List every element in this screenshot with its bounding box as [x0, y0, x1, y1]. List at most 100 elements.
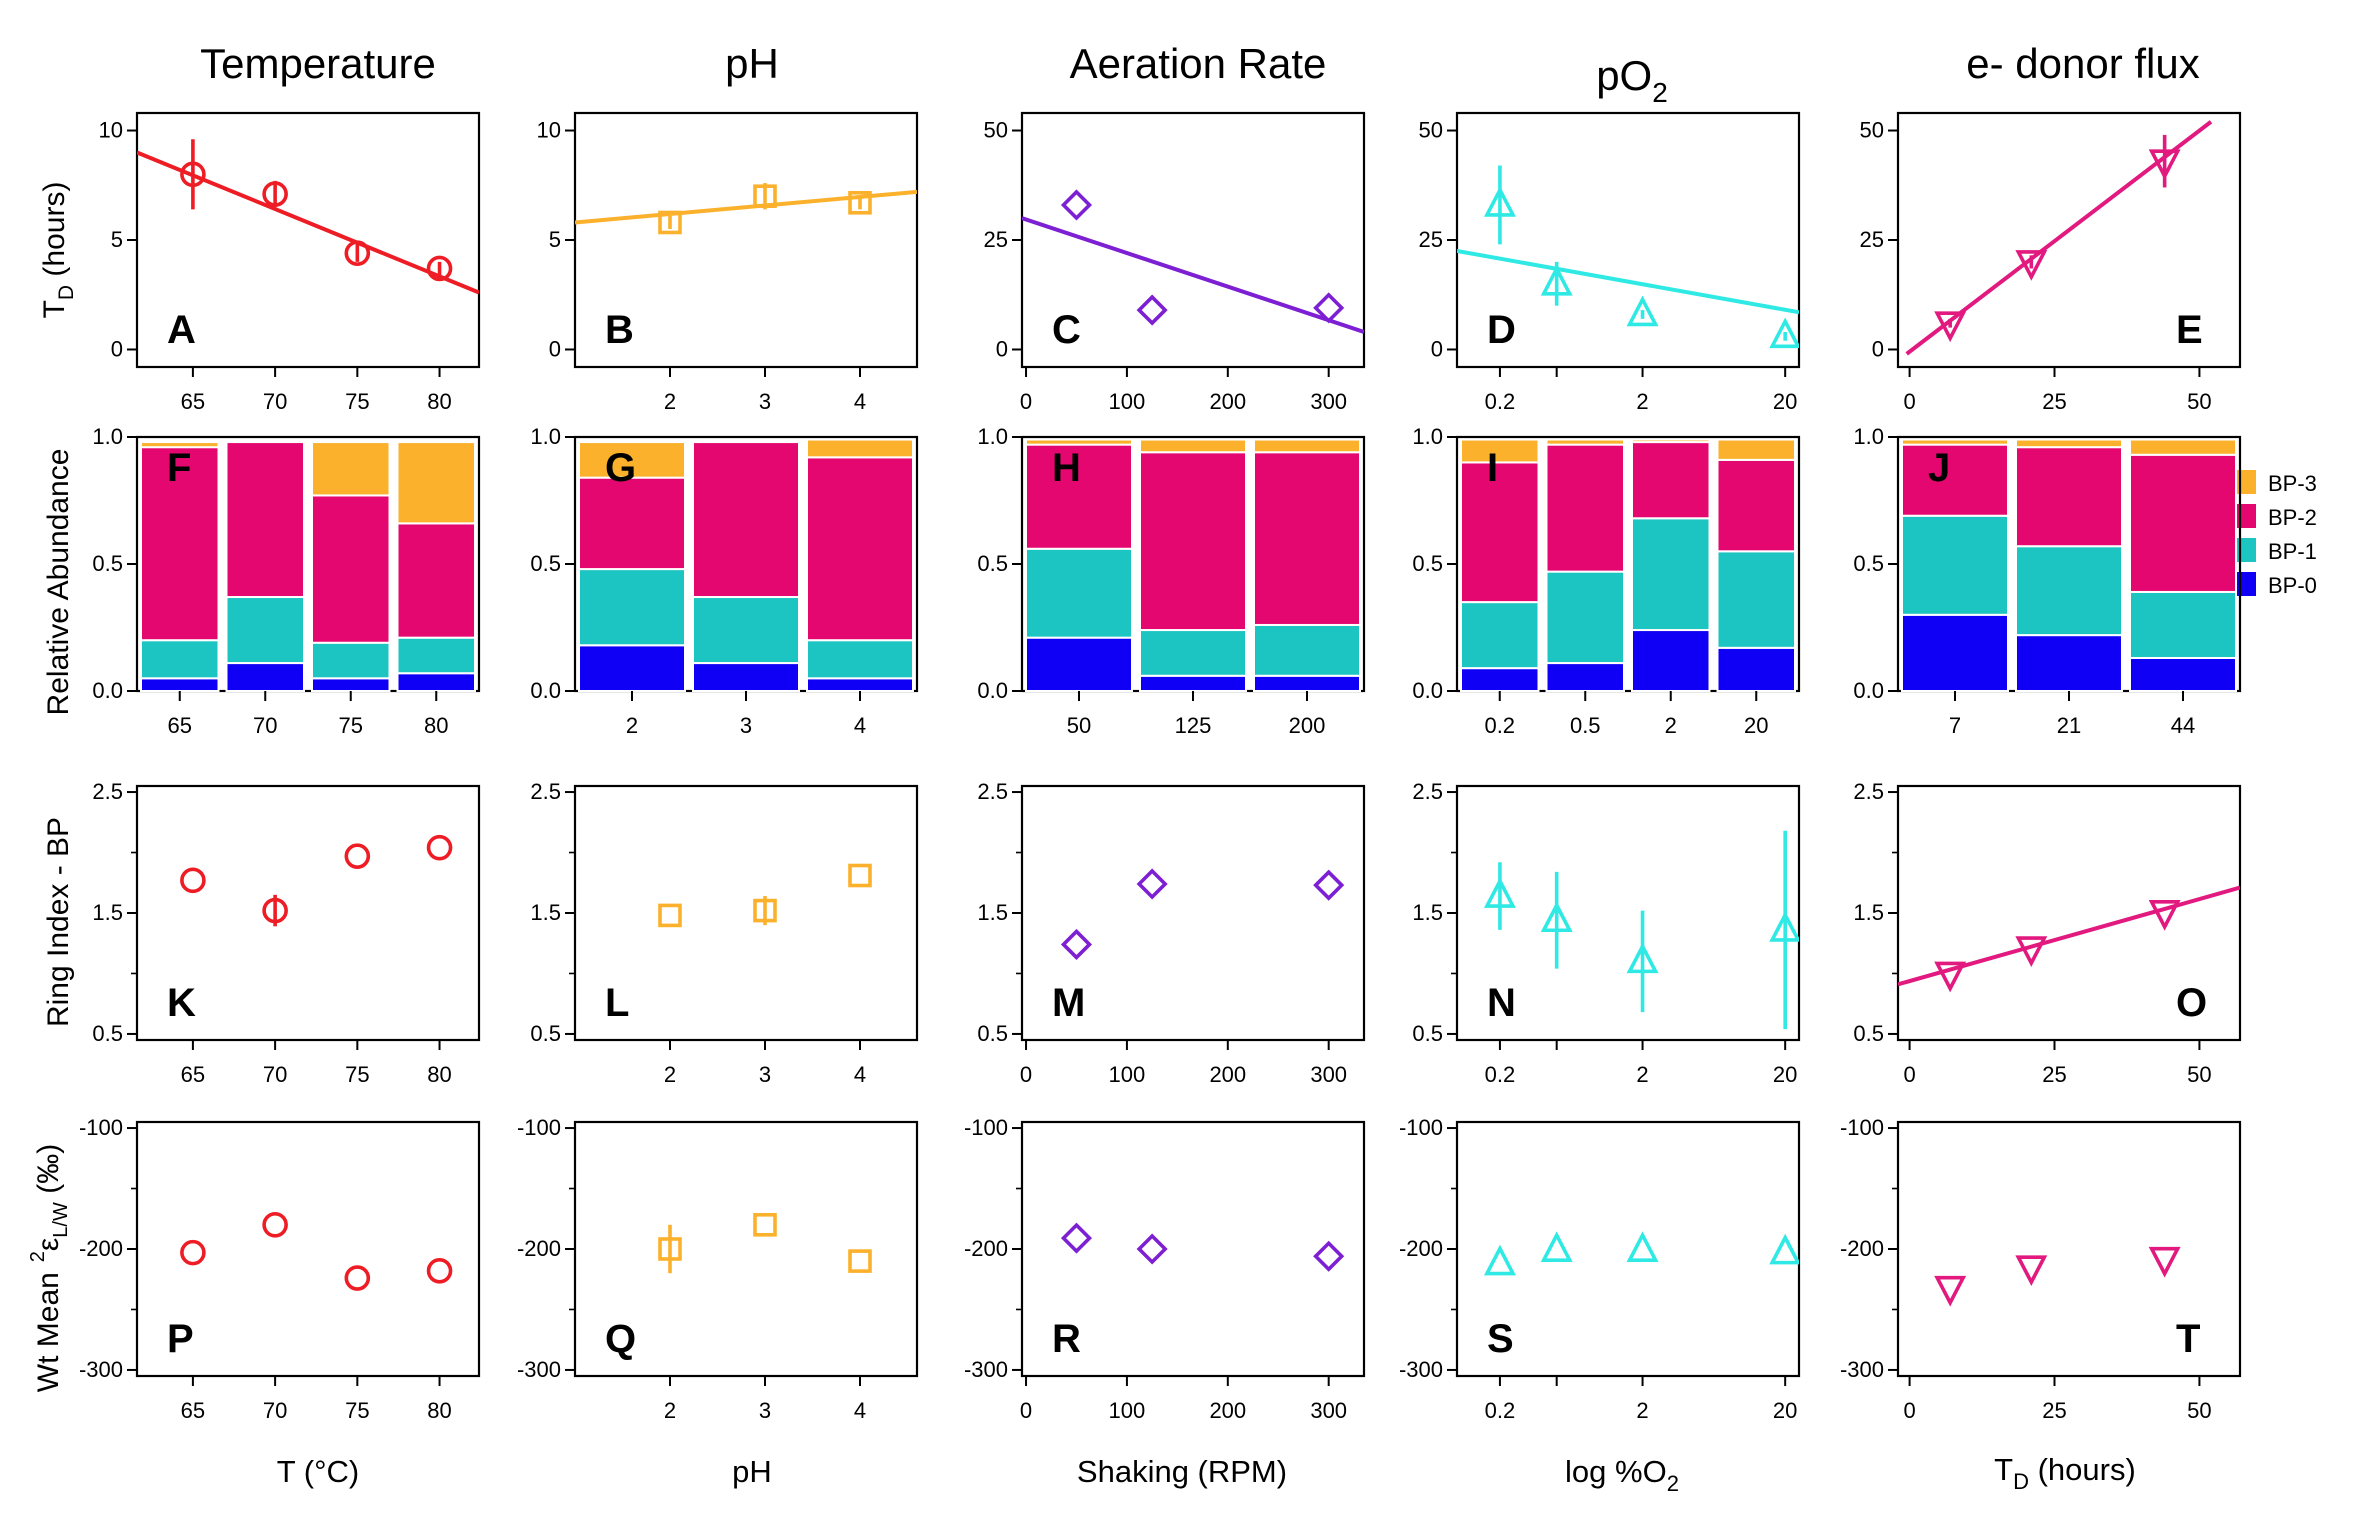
bar-i-20-bp-1 [1716, 550, 1796, 649]
y-tick-label: 10 [537, 118, 561, 143]
y-tick-label: 0.5 [977, 1021, 1008, 1046]
x-tick-label: 2 [626, 713, 638, 738]
xlabel-temperature: T (°C) [277, 1454, 359, 1489]
bar-i-20-bp-0 [1716, 646, 1796, 693]
panel-g: 0.0 0.5 1.0 2 3 4 G [530, 424, 919, 738]
y-tick-label: 0 [111, 336, 123, 361]
data-point-l-2 [753, 898, 777, 923]
legend-label-bp1: BP-1 [2268, 539, 2317, 564]
bar-j-7-bp-3 [1901, 438, 2009, 446]
panel-p: -300 -200 -100 65 70 75 80 P [79, 1115, 481, 1423]
y-tick-label: -100 [517, 1115, 561, 1140]
bar-g-2-bp-2 [578, 476, 686, 571]
data-point-s-2 [1540, 1231, 1573, 1263]
y-tick-label: 0.5 [530, 551, 561, 576]
x-tick-label: 50 [2187, 389, 2211, 414]
x-tick-label: 2 [1665, 713, 1677, 738]
y-tick-label: 0.0 [977, 678, 1008, 703]
bar-h-200-bp-3 [1253, 438, 1361, 454]
legend-label-bp0: BP-0 [2268, 573, 2317, 598]
data-point-r-2 [1136, 1233, 1168, 1265]
y-tick-label: 25 [1860, 227, 1884, 252]
panel-b: 0 5 10 2 3 4 B [537, 111, 919, 414]
data-point-e-2 [2015, 250, 2048, 281]
panel-letter-a: A [167, 308, 196, 352]
column-title-aeration: Aeration Rate [1070, 40, 1327, 87]
fit-line [1905, 120, 2213, 356]
x-tick-label: 200 [1209, 389, 1246, 414]
panel-n: 0.5 1.5 2.5 0.2 2 20 N [1412, 779, 1801, 1087]
bar-i-0.2-bp-1 [1460, 601, 1540, 670]
y-tick-label: 5 [111, 227, 123, 252]
y-tick-label: 5 [549, 227, 561, 252]
panel-m: 0.5 1.5 2.5 0 100 200 300 M [977, 779, 1366, 1087]
xlabel-po2-main: log %O [1565, 1454, 1667, 1489]
bar-g-2-bp-0 [578, 644, 686, 693]
data-point-d-2 [1540, 264, 1573, 296]
y-tick-label: -200 [517, 1236, 561, 1261]
bar-g-4-bp-3 [806, 438, 914, 459]
x-tick-label: 50 [2187, 1062, 2211, 1087]
bar-g-3-bp-2 [692, 441, 800, 599]
panel-k: 0.5 1.5 2.5 65 70 75 80 K [92, 779, 481, 1087]
data-point-d-4 [1769, 317, 1799, 349]
plot-area [180, 1212, 453, 1291]
x-tick-label: 3 [759, 389, 771, 414]
y-tick-label: 2.5 [530, 779, 561, 804]
panel-letter-h: H [1052, 446, 1081, 490]
data-point-p-4 [426, 1257, 453, 1284]
bar-h-125-bp-3 [1139, 438, 1247, 454]
x-tick-label: 80 [427, 1398, 451, 1423]
bar-j-7-bp-1 [1901, 514, 2009, 616]
panel-letter-p: P [167, 1317, 194, 1361]
bar-g-3-bp-1 [692, 596, 800, 665]
xlabel-ph: pH [732, 1454, 772, 1489]
data-point-k-2 [262, 897, 288, 924]
data-point-c-2 [1136, 294, 1168, 326]
column-title-po2-sub: 2 [1652, 77, 1668, 108]
data-point-n-4 [1769, 911, 1799, 942]
row-label-td-rest: (hours) [38, 182, 71, 285]
x-tick-label: 0 [1903, 1062, 1915, 1087]
data-point-q-3 [848, 1249, 872, 1273]
y-tick-label: 0.5 [92, 1021, 123, 1046]
y-tick-label: -300 [1840, 1357, 1884, 1382]
bar-f-80-bp-2 [396, 522, 476, 639]
bar-i-20-bp-2 [1716, 458, 1796, 553]
svg-text:TD (hours): TD (hours) [38, 182, 78, 319]
plot-area [1457, 165, 1799, 349]
xlabel-po2-sub: 2 [1667, 1471, 1679, 1496]
y-tick-label: -100 [964, 1115, 1008, 1140]
panel-l: 0.5 1.5 2.5 2 3 4 L [530, 779, 919, 1087]
bar-i-0.2-bp-3 [1460, 438, 1540, 464]
x-tick-label: 25 [2042, 1398, 2066, 1423]
data-point-q-1 [658, 1237, 682, 1261]
data-point-s-1 [1483, 1244, 1516, 1276]
y-tick-label: 50 [1419, 118, 1443, 143]
y-tick-label: 1.5 [977, 900, 1008, 925]
y-tick-label: 0.5 [1412, 1021, 1443, 1046]
column-title-flux: e- donor flux [1966, 40, 2199, 87]
row-label-wt-eps: ε [32, 1238, 65, 1251]
panel-h: 0.0 0.5 1.0 50 125 200 H [977, 424, 1366, 738]
x-tick-label: 300 [1310, 1398, 1347, 1423]
bar-f-65-bp-1 [140, 639, 220, 680]
panel-letter-j: J [1928, 446, 1950, 490]
x-tick-label: 100 [1109, 1398, 1146, 1423]
y-tick-label: 0.5 [92, 551, 123, 576]
y-tick-label: 0.0 [92, 678, 123, 703]
data-point-m-3 [1313, 869, 1345, 901]
fit-line [575, 189, 917, 225]
x-tick-label: 20 [1773, 389, 1797, 414]
column-title-temperature: Temperature [200, 40, 436, 87]
data-point-o-1 [1934, 961, 1967, 993]
y-tick-label: -300 [79, 1357, 123, 1382]
data-point-r-1 [1060, 1222, 1093, 1254]
panel-i: 0.0 0.5 1.0 0.2 0.5 2 20 I [1412, 424, 1801, 738]
row-label-wt-main: Wt Mean [32, 1272, 65, 1392]
data-point-t-3 [2148, 1246, 2181, 1278]
row-label-rel-abundance: Relative Abundance [42, 449, 75, 716]
bar-f-80-bp-3 [396, 441, 476, 525]
y-tick-label: 50 [984, 118, 1008, 143]
